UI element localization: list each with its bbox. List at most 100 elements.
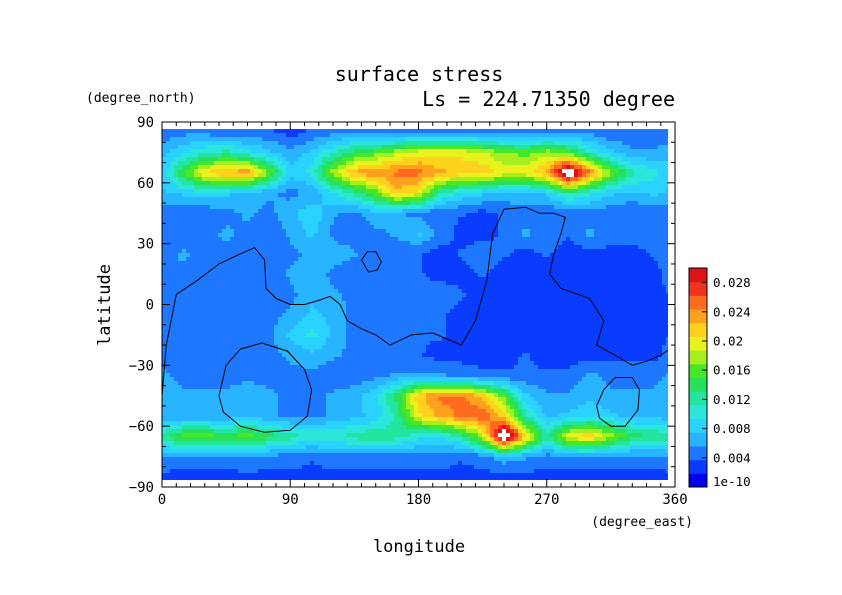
field-cell [426,129,431,134]
field-cell [594,205,599,210]
field-cell [334,237,339,242]
field-cell [186,213,191,218]
field-cell [186,197,191,202]
field-cell [526,133,531,138]
field-cell [502,129,507,134]
field-cell [630,241,635,246]
field-cell [206,245,211,250]
field-cell [626,269,631,274]
field-cell [226,181,231,186]
field-cell [650,185,655,190]
field-cell [282,269,287,274]
field-cell [206,265,211,270]
field-cell [582,181,587,186]
field-cell [518,145,523,150]
field-cell [582,145,587,150]
field-cell [582,257,587,262]
field-cell [274,237,279,242]
field-cell [474,209,479,214]
field-cell [326,169,331,174]
field-cell [290,129,295,134]
field-cell [582,265,587,270]
field-cell [622,181,627,186]
field-cell [662,249,667,254]
field-cell [262,169,267,174]
field-cell [382,257,387,262]
field-cell [598,217,603,222]
field-cell [226,241,231,246]
field-cell [438,141,443,146]
field-cell [366,213,371,218]
field-cell [426,249,431,254]
field-cell [234,229,239,234]
field-cell [538,161,543,166]
field-cell [334,145,339,150]
field-cell [250,161,255,166]
field-cell [434,245,439,250]
field-cell [170,213,175,218]
field-cell [486,217,491,222]
field-cell [186,273,191,278]
field-cell [474,157,479,162]
field-cell [610,145,615,150]
field-cell [190,165,195,170]
field-cell [358,229,363,234]
field-cell [658,225,663,230]
field-cell [206,257,211,262]
field-cell [326,133,331,138]
field-cell [490,217,495,222]
field-cell [378,173,383,178]
field-cell [286,225,291,230]
field-cell [210,169,215,174]
field-cell [634,157,639,162]
field-cell [630,173,635,178]
field-cell [446,181,451,186]
field-cell [490,129,495,134]
field-cell [318,217,323,222]
field-cell [526,169,531,174]
field-cell [274,269,279,274]
field-cell [466,193,471,198]
field-cell [354,193,359,198]
field-cell [302,169,307,174]
field-cell [646,229,651,234]
field-cell [494,173,499,178]
field-cell [650,229,655,234]
field-cell [454,153,459,158]
field-cell [338,233,343,238]
field-cell [366,185,371,190]
field-cell [418,205,423,210]
field-cell [202,205,207,210]
field-cell [546,253,551,258]
field-cell [278,161,283,166]
field-cell [490,185,495,190]
field-cell [554,193,559,198]
field-cell [378,245,383,250]
field-cell [622,141,627,146]
field-cell [298,217,303,222]
field-cell [570,169,575,174]
field-cell [446,173,451,178]
field-cell [626,149,631,154]
field-cell [582,149,587,154]
field-cell [650,197,655,202]
field-cell [198,201,203,206]
field-cell [322,181,327,186]
field-cell [410,129,415,134]
field-cell [262,145,267,150]
field-cell [274,221,279,226]
field-cell [282,201,287,206]
field-cell [306,145,311,150]
field-cell [430,165,435,170]
field-cell [426,221,431,226]
field-cell [210,129,215,134]
field-cell [226,213,231,218]
field-cell [442,277,447,282]
field-cell [334,233,339,238]
field-cell [414,261,419,266]
field-cell [626,181,631,186]
field-cell [522,153,527,158]
field-cell [622,257,627,262]
field-cell [642,205,647,210]
field-cell [666,221,668,226]
